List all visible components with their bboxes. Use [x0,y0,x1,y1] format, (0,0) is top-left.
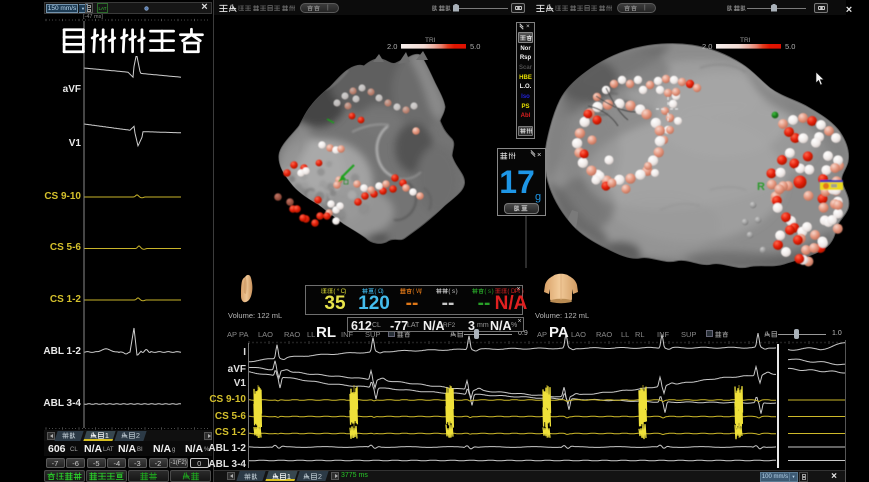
svg-text:Ω: Ω [378,288,383,295]
svg-text:(: ( [334,288,336,295]
svg-text:1: 1 [287,472,291,481]
svg-text:s: s [452,288,455,295]
svg-text:): ) [492,288,494,295]
svg-text:): ) [382,288,384,295]
svg-text:1: 1 [105,431,109,440]
svg-text:): ) [456,288,458,295]
svg-text:C: C [341,288,346,295]
svg-text:P: P [515,288,519,295]
svg-text:): ) [522,288,524,295]
svg-text:s: s [488,288,491,295]
svg-text:): ) [344,288,346,295]
svg-text:R: R [757,181,765,193]
svg-text:): ) [420,288,422,295]
svg-text:2: 2 [136,431,140,440]
svg-text:D: D [511,288,516,295]
svg-text:W: W [416,288,422,295]
svg-text:t: t [518,288,520,295]
svg-text:(: ( [508,288,510,295]
svg-text:(: ( [485,288,487,295]
svg-text:2: 2 [318,472,322,481]
svg-text:(: ( [413,288,415,295]
svg-text:(: ( [449,288,451,295]
svg-text:°: ° [337,288,340,295]
svg-text:(: ( [375,288,377,295]
